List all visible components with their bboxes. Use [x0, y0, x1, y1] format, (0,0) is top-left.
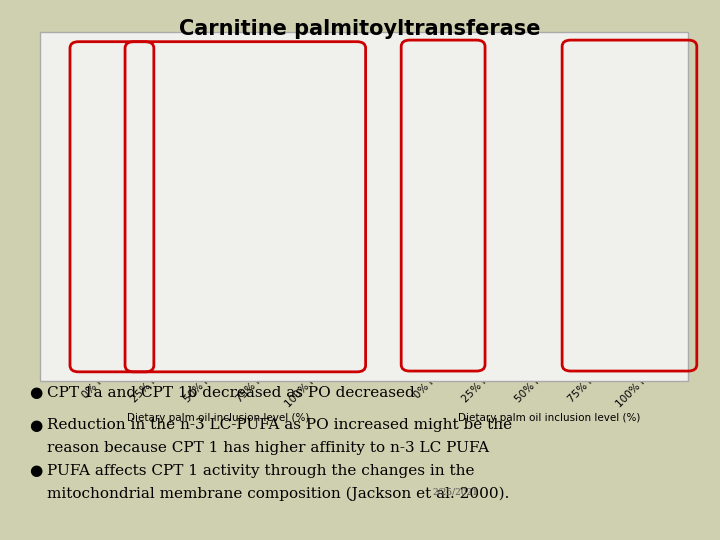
Bar	[149, 198, 181, 359]
X-axis label: Dietary palm oil inclusion level (%): Dietary palm oil inclusion level (%)	[458, 414, 640, 423]
Bar	[639, 237, 671, 359]
Text: PUFA affects CPT 1 activity through the changes in the: PUFA affects CPT 1 activity through the …	[47, 464, 474, 478]
Text: ab: ab	[318, 188, 330, 198]
Bar	[308, 213, 340, 359]
Text: mitochondrial membrane composition (Jackson et al. 2000).: mitochondrial membrane composition (Jack…	[47, 487, 509, 502]
Text: a: a	[268, 206, 274, 215]
Text: ●: ●	[29, 464, 42, 478]
Text: ●: ●	[29, 386, 42, 400]
Y-axis label: Relative mRNA expression of CPT 1a: Relative mRNA expression of CPT 1a	[45, 122, 54, 286]
Bar	[533, 150, 565, 359]
Text: bc: bc	[490, 114, 503, 125]
X-axis label: Dietary palm oil inclusion level (%): Dietary palm oil inclusion level (%)	[127, 414, 309, 423]
Text: ab: ab	[211, 174, 225, 185]
Text: a: a	[652, 209, 658, 219]
Text: reason because CPT 1 has higher affinity to n-3 LC PUFA: reason because CPT 1 has higher affinity…	[47, 441, 489, 455]
Text: 2/25/2021: 2/25/2021	[432, 487, 478, 496]
Bar	[202, 206, 234, 359]
Text: c: c	[109, 116, 114, 126]
Text: bc: bc	[543, 130, 555, 139]
Text: ●: ●	[29, 418, 42, 433]
Text: ab: ab	[595, 164, 608, 174]
Text: b: b	[161, 163, 168, 173]
Text: Carnitine palmitoyltransferase: Carnitine palmitoyltransferase	[179, 19, 541, 39]
Bar	[480, 137, 512, 359]
Bar	[255, 231, 287, 359]
Bar	[586, 187, 618, 359]
Y-axis label: Relative mRNA expression of CPT 1b: Relative mRNA expression of CPT 1b	[376, 121, 385, 287]
Bar	[427, 116, 459, 359]
Text: Reduction in the n-3 LC-PUFA as PO increased might be the: Reduction in the n-3 LC-PUFA as PO incre…	[47, 418, 512, 433]
Text: CPT 1a and CPT 1b decreased as PO decreased: CPT 1a and CPT 1b decreased as PO decrea…	[47, 386, 415, 400]
Text: c: c	[440, 85, 446, 94]
Bar	[96, 159, 128, 359]
